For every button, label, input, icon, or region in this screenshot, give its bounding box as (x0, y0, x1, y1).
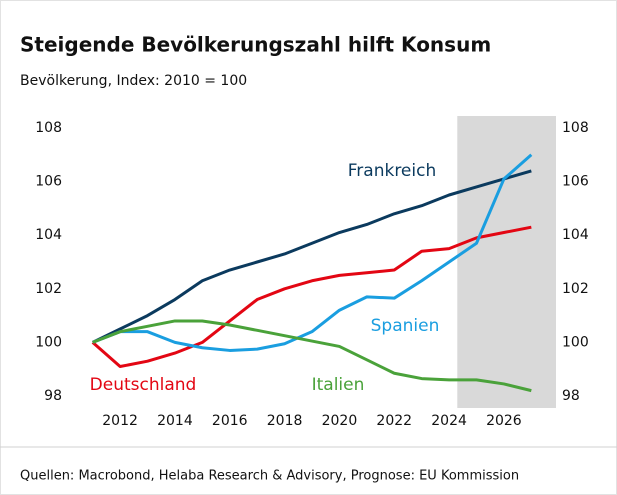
series-line (92, 169, 532, 344)
series-line (92, 153, 533, 352)
chart-title: Steigende Bevölkerungszahl hilft Konsum (20, 33, 491, 57)
x-tick-label: 2018 (267, 413, 303, 429)
source-note: Quellen: Macrobond, Helaba Research & Ad… (20, 469, 519, 484)
series-line (91, 225, 532, 369)
forecast-shade (457, 116, 556, 408)
x-tick-label: 2026 (486, 413, 522, 429)
chart-subtitle: Bevölkerung, Index: 2010 = 100 (20, 73, 247, 89)
y-tick-label: 102 (35, 281, 62, 297)
y2-tick-label: 98 (562, 388, 580, 404)
series-label: Deutschland (90, 375, 197, 395)
x-tick-label: 2022 (376, 413, 412, 429)
series-label: Frankreich (348, 161, 437, 181)
x-tick-label: 2024 (431, 413, 467, 429)
y2-tick-label: 100 (562, 334, 589, 350)
y2-tick-label: 102 (562, 281, 589, 297)
series-line (92, 319, 532, 393)
x-tick-label: 2012 (102, 413, 138, 429)
y-tick-label: 98 (44, 388, 62, 404)
x-tick-label: 2014 (157, 413, 193, 429)
x-tick-label: 2020 (322, 413, 358, 429)
y2-tick-label: 104 (562, 227, 589, 243)
y2-tick-label: 108 (562, 120, 589, 136)
y2-tick-label: 106 (562, 174, 589, 190)
series-label: Italien (312, 375, 365, 395)
y-tick-label: 106 (35, 174, 62, 190)
series-label: Spanien (371, 316, 440, 336)
y-tick-label: 108 (35, 120, 62, 136)
y-tick-label: 104 (35, 227, 62, 243)
x-tick-label: 2016 (212, 413, 248, 429)
y-tick-label: 100 (35, 334, 62, 350)
